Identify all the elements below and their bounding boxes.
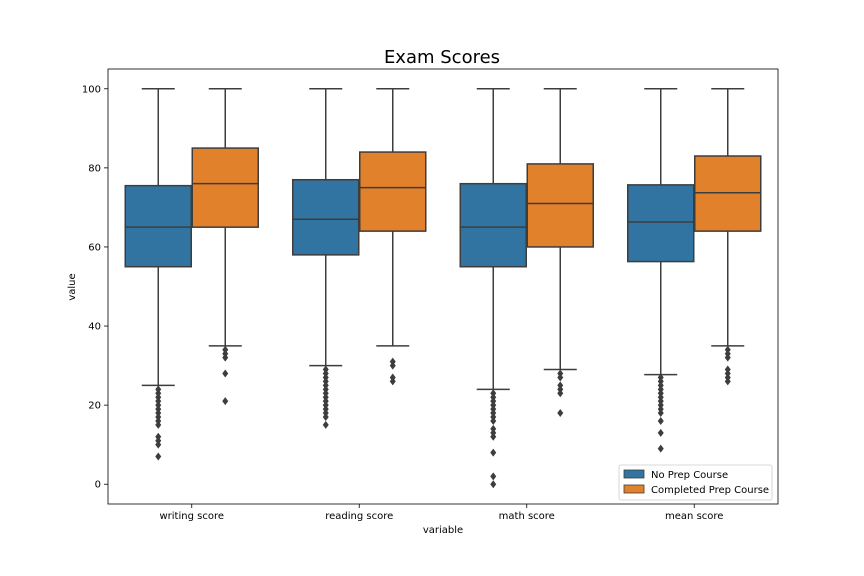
iqr-box — [359, 151, 427, 232]
x-tick-label: writing score — [159, 511, 224, 522]
outlier-point — [322, 420, 329, 429]
box-group — [191, 88, 259, 406]
y-tick-label: 40 — [88, 322, 101, 333]
x-tick-label: mean score — [665, 511, 723, 522]
outlier-point — [222, 397, 229, 406]
chart-title: Exam Scores — [384, 47, 500, 68]
outlier-point — [724, 377, 731, 386]
y-tick-label: 20 — [88, 401, 101, 412]
legend-swatch-no-prep — [623, 469, 645, 479]
iqr-box — [124, 184, 192, 268]
y-axis-label: value — [67, 273, 78, 300]
iqr-box — [526, 163, 594, 248]
legend-label-completed-prep: Completed Prep Course — [651, 485, 769, 496]
legend-frame — [618, 464, 773, 501]
iqr-box — [627, 184, 695, 263]
outlier-point — [222, 369, 229, 378]
box-group — [627, 88, 695, 453]
outlier-point — [155, 440, 162, 449]
iqr-box — [191, 147, 259, 228]
outlier-point — [389, 377, 396, 386]
box-group — [359, 88, 427, 386]
y-axis: 0 20 40 60 80 100 — [82, 84, 108, 491]
outlier-point — [490, 448, 497, 457]
outlier-point — [657, 409, 664, 418]
legend-label-no-prep: No Prep Course — [651, 470, 728, 481]
outlier-point — [490, 416, 497, 425]
outlier-point — [557, 373, 564, 382]
y-tick-label: 80 — [88, 163, 101, 174]
box-group — [694, 88, 762, 386]
x-axis: writing score reading score math score mean… — [159, 504, 723, 522]
outlier-point — [322, 413, 329, 421]
x-tick-label: math score — [499, 511, 555, 522]
iqr-box — [694, 155, 762, 232]
outlier-point — [657, 428, 664, 437]
box-group — [459, 88, 527, 489]
outlier-point — [724, 353, 731, 362]
boxes-layer — [124, 88, 762, 489]
outlier-point — [657, 444, 664, 453]
outlier-point — [557, 409, 564, 418]
iqr-box — [459, 182, 527, 268]
iqr-box — [292, 178, 360, 256]
box-group — [124, 88, 192, 461]
x-tick-label: reading score — [325, 511, 393, 522]
x-axis-label: variable — [423, 525, 463, 536]
outlier-point — [389, 361, 396, 370]
box-group — [526, 88, 594, 418]
outlier-point — [155, 452, 162, 461]
outlier-point — [490, 480, 497, 489]
outlier-point — [490, 432, 497, 441]
legend: No Prep Course Completed Prep Course — [618, 464, 773, 501]
outlier-point — [155, 420, 162, 429]
legend-swatch-completed-prep — [623, 484, 645, 494]
y-tick-label: 0 — [95, 480, 101, 491]
outlier-point — [657, 416, 664, 425]
y-tick-label: 60 — [88, 242, 101, 253]
box-group — [292, 88, 360, 429]
plot-frame — [107, 68, 779, 505]
outlier-point — [222, 353, 229, 362]
outlier-point — [490, 472, 497, 481]
outlier-point — [557, 389, 564, 398]
y-tick-label: 100 — [82, 84, 101, 95]
